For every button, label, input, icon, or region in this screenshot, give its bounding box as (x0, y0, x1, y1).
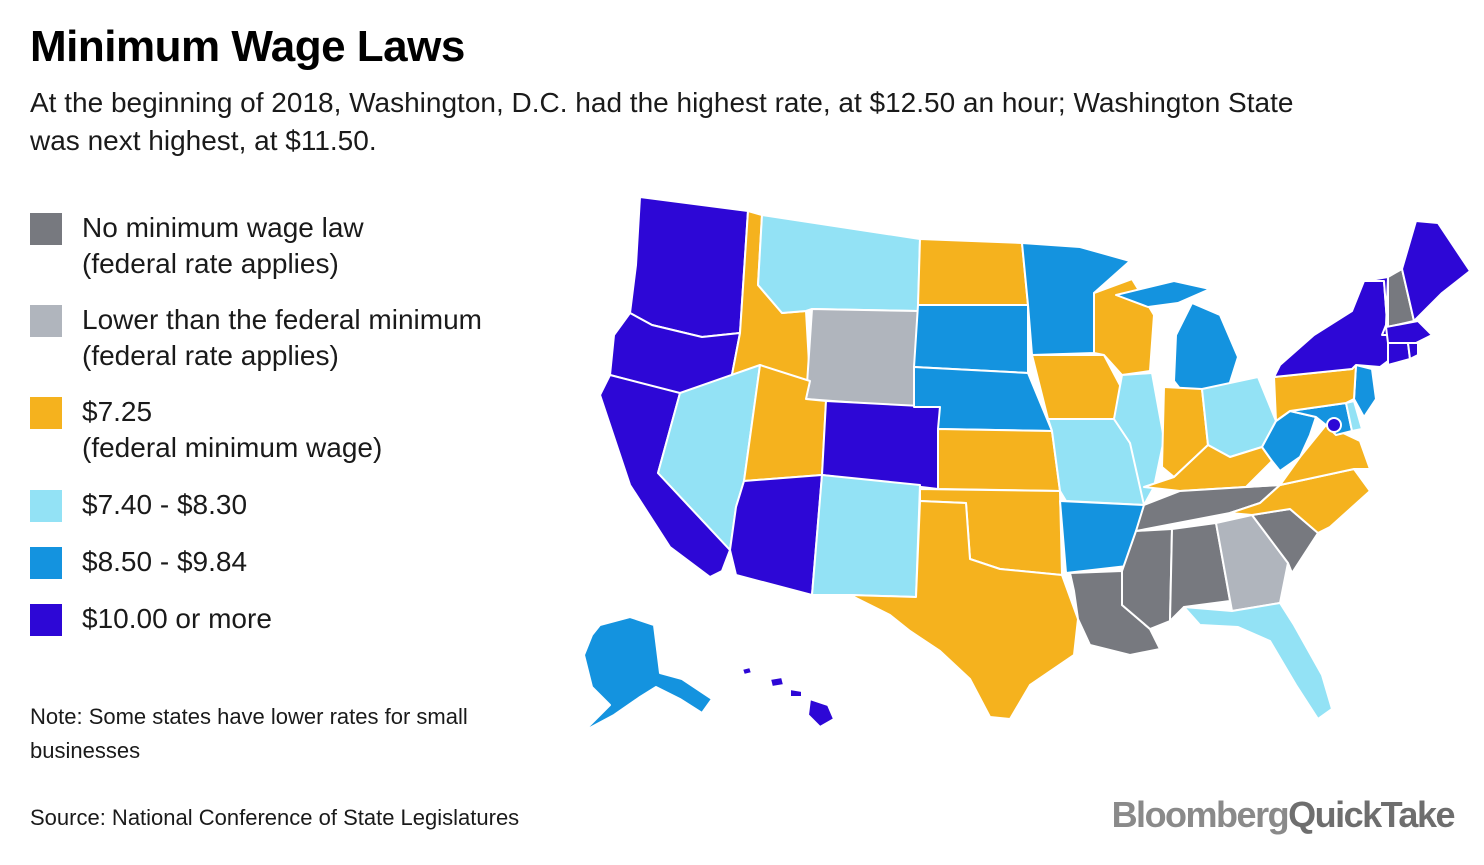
legend-item-fed: $7.25 (federal minimum wage) (30, 394, 382, 466)
legend-item-lower: Lower than the federal minimum (federal … (30, 302, 482, 374)
legend-label-line1: Lower than the federal minimum (82, 304, 482, 335)
state-me (1401, 220, 1470, 322)
legend-label-low: $7.40 - $8.30 (82, 487, 247, 523)
source-credit: Source: National Conference of State Leg… (30, 805, 520, 830)
legend-label-line1: No minimum wage law (82, 212, 364, 243)
state-al (1169, 522, 1231, 622)
legend-label-line1: $8.50 - $9.84 (82, 546, 248, 577)
state-mt (757, 214, 921, 314)
state-ny (1273, 280, 1397, 378)
state-ma (1385, 320, 1433, 344)
state-dc (1326, 417, 1342, 433)
legend-swatch-none (30, 213, 62, 245)
state-ak (583, 616, 713, 732)
legend-item-none: No minimum wage law (federal rate applie… (30, 210, 364, 282)
legend-label-fed: $7.25 (federal minimum wage) (82, 394, 382, 466)
legend-item-low: $7.40 - $8.30 (30, 487, 247, 523)
legend-swatch-high (30, 604, 62, 636)
legend-swatch-mid (30, 547, 62, 579)
legend-label-line2: (federal rate applies) (82, 248, 339, 279)
brand-logo-part2: QuickTake (1288, 794, 1455, 835)
legend-label-mid: $8.50 - $9.84 (82, 544, 247, 580)
legend-swatch-fed (30, 397, 62, 429)
state-nc (1229, 468, 1371, 534)
state-ks (937, 428, 1061, 492)
legend-swatch-low (30, 490, 62, 522)
legend-label-line1: $7.40 - $8.30 (82, 489, 248, 520)
legend-item-high: $10.00 or more (30, 601, 272, 637)
page-subtitle: At the beginning of 2018, Washington, D.… (30, 87, 1294, 156)
state-co (821, 400, 941, 490)
state-fl (1183, 602, 1333, 720)
legend-label-high: $10.00 or more (82, 601, 272, 637)
state-de (1345, 400, 1363, 432)
state-va (1245, 424, 1371, 488)
us-map (570, 185, 1470, 755)
state-mi (1115, 280, 1239, 400)
state-hi (741, 666, 835, 728)
state-il (1113, 372, 1165, 506)
footnote: Note: Some states have lower rates for s… (30, 704, 468, 763)
brand-logo: BloombergQuickTake (1111, 794, 1456, 836)
legend-label-none: No minimum wage law (federal rate applie… (82, 210, 364, 282)
legend-label-lower: Lower than the federal minimum (federal … (82, 302, 482, 374)
state-nd (917, 238, 1029, 306)
state-tx (849, 500, 1079, 720)
state-ia (1031, 354, 1123, 420)
state-wa (629, 196, 749, 338)
legend-item-mid: $8.50 - $9.84 (30, 544, 247, 580)
legend-label-line2: (federal minimum wage) (82, 432, 383, 463)
state-nm (811, 474, 921, 598)
page-title: Minimum Wage Laws (30, 22, 465, 71)
legend-label-line1: $7.25 (82, 396, 153, 427)
brand-logo-part1: Bloomberg (1111, 794, 1290, 835)
state-ri (1407, 342, 1419, 360)
legend-swatch-lower (30, 305, 62, 337)
legend-label-line1: $10.00 or more (82, 603, 272, 634)
legend-label-line2: (federal rate applies) (82, 340, 339, 371)
state-sd (913, 304, 1029, 374)
state-az (729, 474, 823, 596)
state-wy (805, 308, 919, 408)
state-ct (1387, 342, 1411, 366)
